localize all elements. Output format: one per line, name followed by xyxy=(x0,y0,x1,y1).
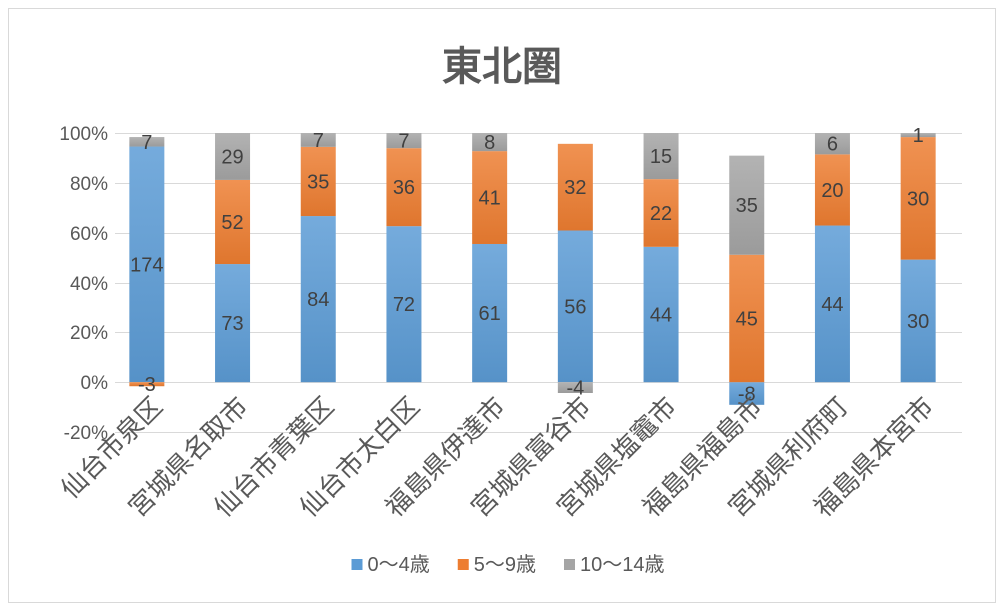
data-label: 174 xyxy=(130,254,163,276)
data-label: 44 xyxy=(821,294,843,316)
bar-segment-series-1 xyxy=(129,382,165,387)
data-label: -8 xyxy=(738,383,756,405)
legend-swatch xyxy=(564,559,575,570)
bar-segment-series-0 xyxy=(215,264,251,383)
bar-segment-series-0 xyxy=(300,216,336,383)
data-label: 29 xyxy=(221,146,243,168)
bar-segment-series-2 xyxy=(814,133,850,155)
legend-item: 10～14歳 xyxy=(564,553,665,576)
legend-swatch xyxy=(457,559,469,570)
y-tick-label: 40% xyxy=(70,274,108,295)
y-tick-label: 100% xyxy=(59,124,108,145)
data-label: 32 xyxy=(564,177,586,199)
y-tick-label: -20% xyxy=(64,423,108,444)
bar-segment-series-0 xyxy=(472,243,508,383)
data-label: 7 xyxy=(398,131,409,153)
y-tick-label: 0% xyxy=(81,373,109,394)
bar-segment-series-2 xyxy=(129,137,165,147)
y-tick-label: 80% xyxy=(70,174,108,195)
y-axis-tick-labels: -20% 0% 20% 40% 60% 80% 100% xyxy=(59,124,108,444)
bar-segment-series-2 xyxy=(900,133,936,138)
bar-segment-series-1 xyxy=(814,154,850,226)
bar-segment-series-1 xyxy=(900,137,936,260)
legend: 0～4歳 5～9歳 10～14歳 xyxy=(351,553,665,576)
bar-segment-series-1 xyxy=(472,151,508,244)
data-label: 6 xyxy=(827,134,838,156)
data-label: -4 xyxy=(566,378,584,400)
data-label: 56 xyxy=(564,296,586,318)
data-label: 35 xyxy=(736,195,758,217)
data-label: 20 xyxy=(821,180,843,202)
legend-label: 10～14歳 xyxy=(580,553,665,576)
data-label: 35 xyxy=(307,171,329,193)
bar-segment-series-2 xyxy=(386,133,422,149)
data-label: -3 xyxy=(138,374,156,396)
legend-label: 0～4歳 xyxy=(368,553,430,576)
data-label: 30 xyxy=(907,311,929,333)
legend-item: 0～4歳 xyxy=(351,553,430,576)
bar-segment-series-0 xyxy=(814,225,850,383)
bar-segment-series-0 xyxy=(129,146,165,383)
bar-segment-series-0 xyxy=(729,382,765,405)
bar-segment-series-2 xyxy=(472,133,508,152)
data-label: 30 xyxy=(907,188,929,210)
data-label: 52 xyxy=(221,212,243,234)
bar-segment-series-1 xyxy=(215,179,251,265)
data-label: 7 xyxy=(313,130,324,152)
data-label: 7 xyxy=(141,132,152,154)
legend-item: 5～9歳 xyxy=(457,553,536,576)
data-label: 1 xyxy=(913,125,924,147)
legend-swatch xyxy=(351,559,363,570)
data-label: 8 xyxy=(484,132,495,154)
data-label: 36 xyxy=(393,177,415,199)
bar-segment-series-2 xyxy=(215,133,251,180)
data-label: 73 xyxy=(221,313,243,335)
bar-segment-series-1 xyxy=(643,179,679,247)
data-label: 84 xyxy=(307,289,329,311)
bar-segment-series-0 xyxy=(386,226,422,383)
data-label: 44 xyxy=(650,304,672,326)
data-label: 45 xyxy=(736,308,758,330)
y-tick-label: 60% xyxy=(70,224,108,245)
bar-segment-series-2 xyxy=(643,133,679,180)
data-label: 22 xyxy=(650,203,672,225)
data-labels: 174-377352298435772367614185632-4442215-… xyxy=(130,125,929,405)
bar-segment-series-0 xyxy=(643,246,679,383)
bar-segment-series-1 xyxy=(557,143,593,231)
chart-title: 東北圏 xyxy=(442,44,562,90)
bar-segment-series-0 xyxy=(557,230,593,383)
data-label: 41 xyxy=(479,188,501,210)
data-label: 15 xyxy=(650,146,672,168)
bar-segment-series-1 xyxy=(729,254,765,383)
bar-segment-series-1 xyxy=(300,146,336,217)
bar-segment-series-2 xyxy=(729,155,765,255)
data-label: 72 xyxy=(393,294,415,316)
bar-segment-series-0 xyxy=(900,259,936,383)
y-tick-label: 20% xyxy=(70,323,108,344)
bar-segment-series-2 xyxy=(557,382,593,393)
legend-label: 5～9歳 xyxy=(474,553,536,576)
bars xyxy=(129,133,936,405)
bar-segment-series-2 xyxy=(300,133,336,147)
bar-segment-series-1 xyxy=(386,148,422,227)
data-label: 61 xyxy=(479,303,501,325)
